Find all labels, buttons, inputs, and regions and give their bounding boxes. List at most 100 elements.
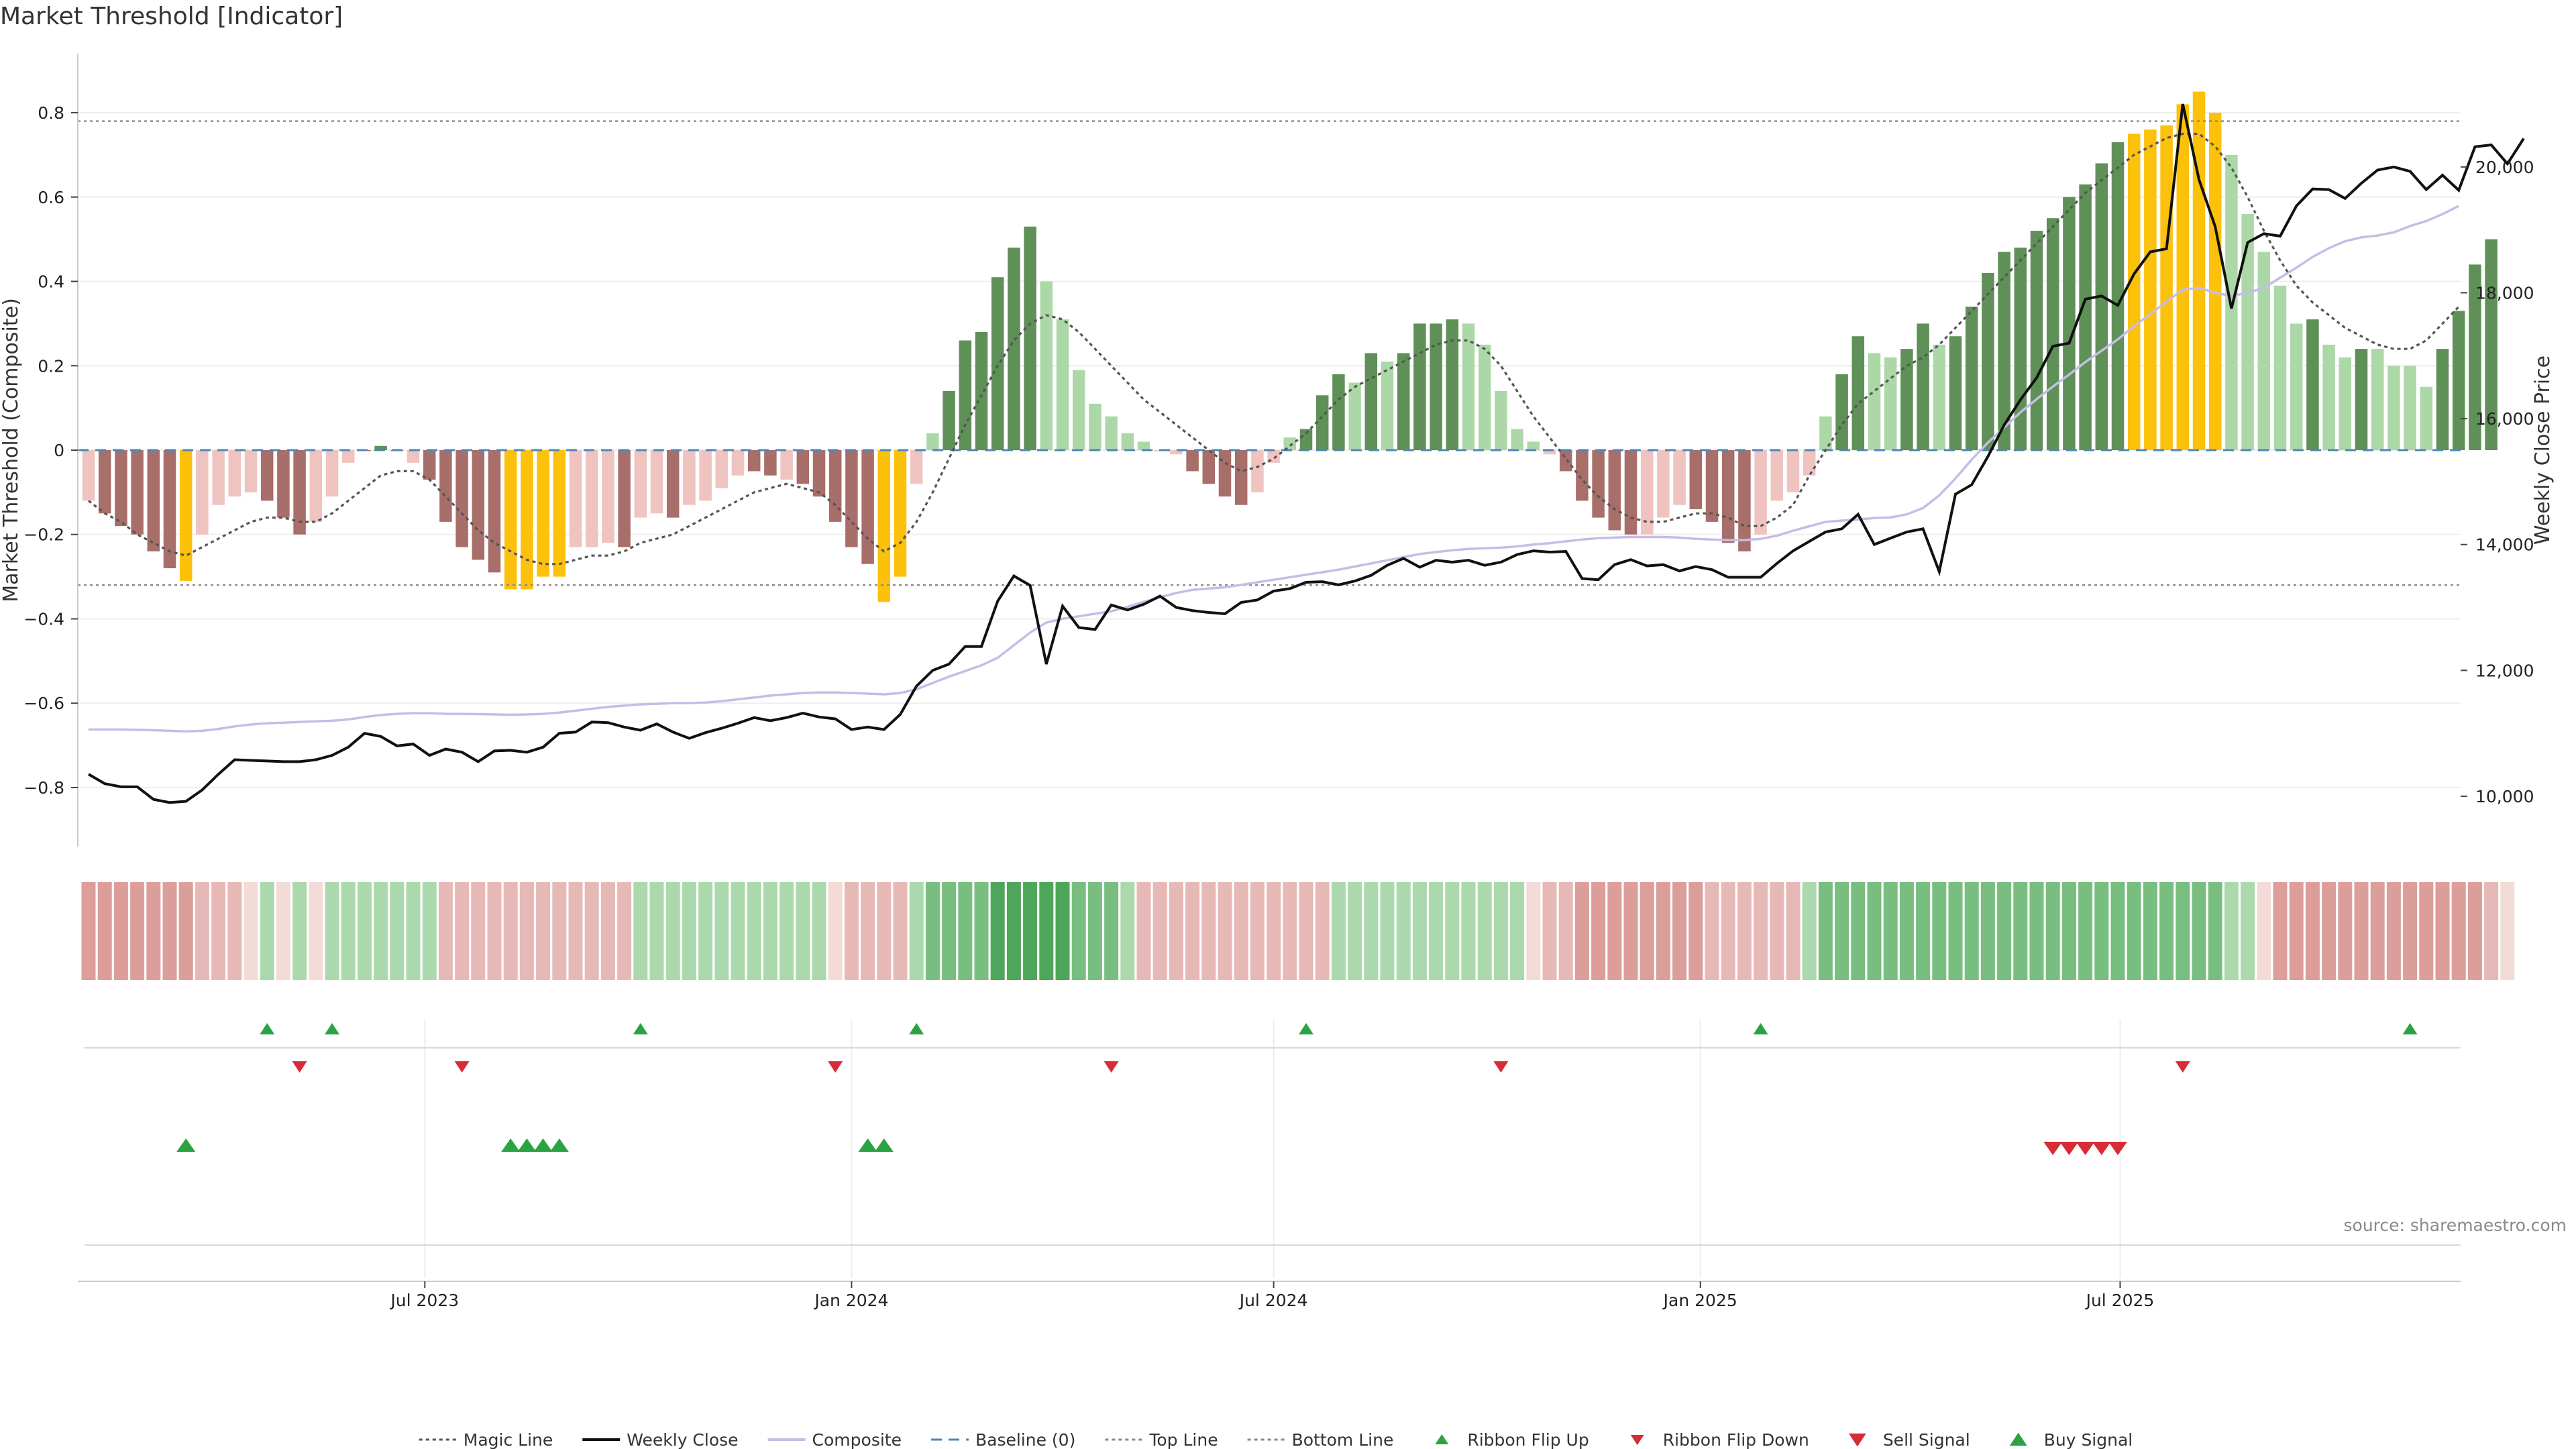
composite-bar [1332, 374, 1345, 450]
right-tick-label: 20,000 [2475, 158, 2534, 177]
composite-bar [1186, 450, 1199, 472]
ribbon-cell [1802, 882, 1817, 980]
composite-bar [1770, 450, 1784, 501]
ribbon-cell [1899, 882, 1914, 980]
ribbon-cell [2273, 882, 2288, 980]
composite-bar [228, 450, 241, 497]
composite-bar [1478, 344, 1491, 450]
legend-label: Ribbon Flip Down [1663, 1430, 1809, 1449]
composite-bar [910, 450, 923, 484]
composite-bar [1316, 395, 1329, 450]
composite-bar [1576, 450, 1589, 501]
composite-bar [163, 450, 176, 569]
ribbon-cell [2029, 882, 2044, 980]
ribbon-cell [1964, 882, 1979, 980]
ribbon-cell [861, 882, 875, 980]
ribbon-cell [130, 882, 145, 980]
left-tick-label: −0.4 [23, 609, 64, 629]
ribbon-cell [942, 882, 957, 980]
composite-bar [1430, 323, 1442, 450]
composite-bar [2452, 311, 2465, 450]
ribbon-cell [2176, 882, 2190, 980]
ribbon-cell [633, 882, 648, 980]
ribbon-cell [2500, 882, 2515, 980]
composite-bar [2144, 129, 2157, 450]
ribbon-cell [1737, 882, 1752, 980]
composite-bar [1917, 323, 1929, 450]
composite-bar [1640, 450, 1654, 535]
ribbon-cell [1087, 882, 1102, 980]
ribbon-cell [1721, 882, 1735, 980]
ribbon-cell [2143, 882, 2157, 980]
ribbon-cell [552, 882, 567, 980]
ribbon-cell [309, 882, 323, 980]
ribbon-cell [325, 882, 339, 980]
composite-bar [1689, 450, 1703, 510]
composite-bar [179, 450, 193, 581]
signal-panel [85, 1138, 2461, 1246]
composite-bar [2404, 366, 2416, 450]
ribbon-cell [2419, 882, 2434, 980]
ribbon-cell [1932, 882, 1947, 980]
composite-bar [309, 450, 323, 522]
ribbon-cell [1818, 882, 1833, 980]
composite-bar [1527, 441, 1540, 450]
composite-bar [455, 450, 468, 547]
composite-bar [244, 450, 258, 492]
ribbon-cell [2354, 882, 2369, 980]
composite-bar [115, 450, 127, 527]
composite-bar [2079, 184, 2092, 450]
composite-bar [1543, 450, 1556, 455]
composite-bar [1105, 416, 1118, 450]
ribbon-cell [1315, 882, 1330, 980]
page-title: Market Threshold [Indicator] [0, 3, 343, 30]
composite-bar [959, 340, 972, 450]
ribbon-cell [990, 882, 1005, 980]
buy-signal-marker [176, 1138, 196, 1152]
left-tick-label: 0.8 [38, 103, 64, 123]
composite-bar [1721, 450, 1735, 543]
composite-bar [2322, 344, 2335, 450]
ribbon-cell [698, 882, 713, 980]
sell-signal-marker [2043, 1142, 2063, 1155]
legend-label: Buy Signal [2044, 1430, 2133, 1449]
composite-bar [1381, 361, 1394, 450]
ribbon-cell [519, 882, 534, 980]
right-tick-label: 16,000 [2475, 409, 2534, 429]
ribbon-cell [2127, 882, 2141, 980]
ribbon-cell [1867, 882, 1882, 980]
ribbon-cell [1267, 882, 1281, 980]
ribbon-cell [1120, 882, 1135, 980]
legend: Magic Line Weekly Close Composite Baseline … [419, 1430, 2133, 1449]
composite-bar [1673, 450, 1686, 505]
composite-bar [1705, 450, 1719, 522]
sell-signal-marker [2108, 1142, 2127, 1155]
composite-bar [1413, 323, 1426, 450]
ribbon-cell [1493, 882, 1508, 980]
ribbon-cell [1510, 882, 1525, 980]
ribbon-cell [178, 882, 193, 980]
composite-bar [1559, 450, 1572, 472]
right-axis-title: Weekly Close Price [2531, 356, 2555, 545]
composite-bar [666, 450, 680, 518]
composite-bar [2257, 252, 2271, 450]
composite-bar [715, 450, 729, 488]
ribbon-flip-down-marker [828, 1061, 843, 1073]
composite-bar [812, 450, 826, 497]
ribbon-cell [260, 882, 274, 980]
ribbon-cell [2013, 882, 2028, 980]
composite-bar [2046, 218, 2059, 450]
ribbon-cell [1688, 882, 1703, 980]
sell-signal-marker [2076, 1142, 2095, 1155]
composite-bar [2485, 239, 2498, 450]
ribbon-cell [244, 882, 258, 980]
ribbon-cell [1770, 882, 1784, 980]
x-tick-label: Jul 2024 [1238, 1291, 1308, 1310]
ribbon-cell [2484, 882, 2499, 980]
ribbon-cell [2159, 882, 2174, 980]
ribbon-cell [1152, 882, 1167, 980]
ribbon-cell [438, 882, 453, 980]
ribbon-flip-down-marker [292, 1061, 307, 1073]
composite-bar [1218, 450, 1232, 497]
composite-bars [82, 91, 2498, 602]
